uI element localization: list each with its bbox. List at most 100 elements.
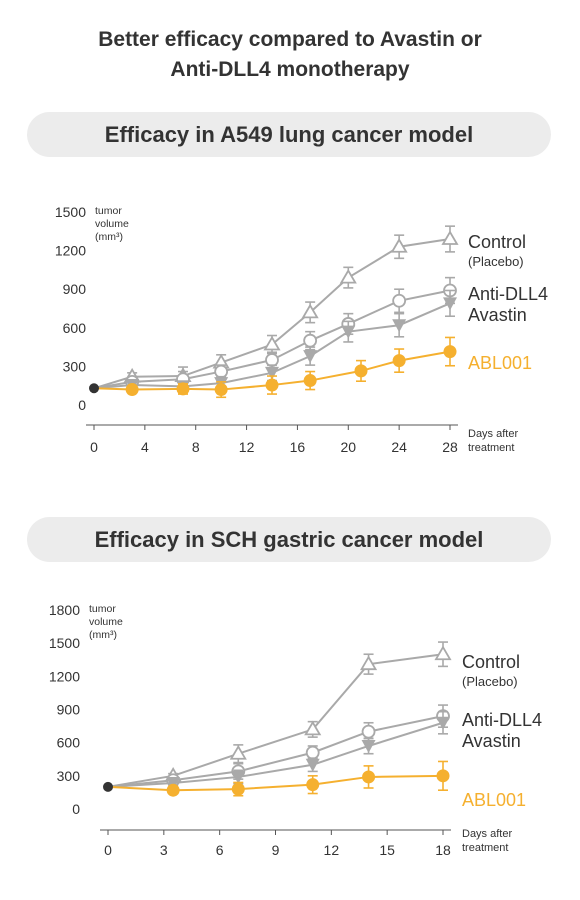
x-tick-label: 3 xyxy=(160,842,168,858)
y-tick-label: 0 xyxy=(78,397,86,413)
x-tick-label: 20 xyxy=(340,439,356,455)
legend-label-anti-dll4: Anti-DLL4 xyxy=(462,710,542,730)
x-axis-title-line: treatment xyxy=(468,442,514,454)
y-tick-label: 1200 xyxy=(49,668,80,684)
data-point xyxy=(301,303,319,319)
x-tick-label: 9 xyxy=(272,842,280,858)
data-point xyxy=(354,364,368,378)
data-point xyxy=(390,237,408,253)
x-tick-label: 12 xyxy=(239,439,255,455)
data-point xyxy=(166,783,180,797)
x-tick-label: 6 xyxy=(216,842,224,858)
series-line-abl001 xyxy=(107,774,444,792)
chart-2-title: Efficacy in SCH gastric cancer model xyxy=(94,527,484,552)
headline-line-2: Anti-DLL4 monotherapy xyxy=(170,58,410,81)
data-point xyxy=(362,770,376,784)
x-tick-label: 15 xyxy=(379,842,395,858)
x-tick-label: 8 xyxy=(192,439,200,455)
data-point xyxy=(359,655,378,671)
data-point xyxy=(231,770,246,784)
y-axis-title: tumor volume (mm³) xyxy=(95,205,129,243)
legend-label-abl001: ABL001 xyxy=(468,353,532,373)
data-point xyxy=(303,374,317,388)
data-point xyxy=(361,739,376,753)
y-tick-label: 1200 xyxy=(55,243,86,259)
data-point xyxy=(443,345,457,359)
data-point xyxy=(263,335,281,351)
x-axis-title-line: Days after xyxy=(468,428,518,440)
legend-label-control: Control xyxy=(468,232,526,252)
data-point xyxy=(265,353,279,367)
series-line-anti-dll4 xyxy=(107,715,444,788)
data-point xyxy=(176,382,190,396)
legend-sublabel: (Placebo) xyxy=(468,254,524,269)
data-point xyxy=(229,744,247,760)
y-axis-title: tumor volume (mm³) xyxy=(89,603,123,641)
y-axis-title-line: tumor xyxy=(89,603,116,615)
data-point xyxy=(341,325,356,339)
data-point xyxy=(303,333,318,348)
data-point xyxy=(214,383,228,397)
data-point xyxy=(392,293,407,308)
y-tick-label: 300 xyxy=(57,768,81,784)
x-tick-label: 0 xyxy=(104,842,112,858)
data-point xyxy=(436,769,450,783)
data-point xyxy=(265,378,279,392)
data-point xyxy=(303,350,318,364)
data-point xyxy=(231,782,245,796)
data-point xyxy=(392,319,407,333)
data-point xyxy=(436,716,450,730)
data-point xyxy=(443,297,457,311)
x-tick-label: 24 xyxy=(391,439,407,455)
y-tick-label: 600 xyxy=(63,320,87,336)
y-tick-label: 1500 xyxy=(49,635,80,651)
data-point xyxy=(125,383,139,397)
data-point xyxy=(339,268,357,284)
y-tick-label: 0 xyxy=(72,801,80,817)
y-axis-title-line: volume xyxy=(89,616,123,628)
data-point xyxy=(392,354,406,368)
data-point xyxy=(305,758,320,772)
chart-1-title: Efficacy in A549 lung cancer model xyxy=(104,122,474,147)
legend-label-avastin: Avastin xyxy=(462,731,521,751)
x-tick-label: 18 xyxy=(435,842,451,858)
y-tick-label: 1800 xyxy=(49,602,80,618)
data-point xyxy=(214,364,229,379)
x-axis-title-line: treatment xyxy=(462,842,508,854)
data-point xyxy=(441,230,459,245)
y-tick-label: 300 xyxy=(63,358,87,374)
start-point xyxy=(103,781,113,792)
data-point xyxy=(361,724,376,739)
legend-label-control: Control xyxy=(462,652,520,672)
x-tick-label: 4 xyxy=(141,439,149,455)
y-tick-label: 600 xyxy=(57,735,81,751)
start-point xyxy=(89,383,99,394)
x-axis-title-line: Days after xyxy=(462,828,512,840)
headline-line-1: Better efficacy compared to Avastin or xyxy=(98,28,482,51)
series-line-avastin xyxy=(107,721,444,788)
legend-label-anti-dll4: Anti-DLL4 xyxy=(468,284,548,304)
x-axis-title: Days after treatment xyxy=(468,428,518,454)
data-point xyxy=(265,366,279,380)
data-point xyxy=(304,720,322,736)
x-tick-label: 0 xyxy=(90,439,98,455)
legend-sublabel: (Placebo) xyxy=(462,674,518,689)
legend-label-abl001: ABL001 xyxy=(462,790,526,810)
data-point xyxy=(305,745,320,760)
data-point xyxy=(306,778,320,792)
y-axis-title-line: (mm³) xyxy=(89,629,117,641)
legend-label-avastin: Avastin xyxy=(468,305,527,325)
y-tick-label: 1500 xyxy=(55,204,86,220)
chart-a549-lung: 0 4 8 12 16 20 24 28 0 300 600 900 1200 1500 tumor volu… xyxy=(55,204,548,455)
y-tick-label: 900 xyxy=(63,281,87,297)
data-point xyxy=(166,777,181,791)
chart-sch-gastric: 0 3 6 9 12 15 18 0 300 600 900 1200 1500 1800 tumor vol… xyxy=(49,602,542,858)
y-axis-title-line: tumor xyxy=(95,205,122,217)
y-axis-title-line: volume xyxy=(95,218,129,230)
x-tick-label: 12 xyxy=(324,842,340,858)
series-line-control xyxy=(107,653,444,788)
y-tick-label: 900 xyxy=(57,702,81,718)
x-axis-title: Days after treatment xyxy=(462,828,512,854)
x-tick-label: 28 xyxy=(442,439,458,455)
x-tick-label: 16 xyxy=(290,439,306,455)
